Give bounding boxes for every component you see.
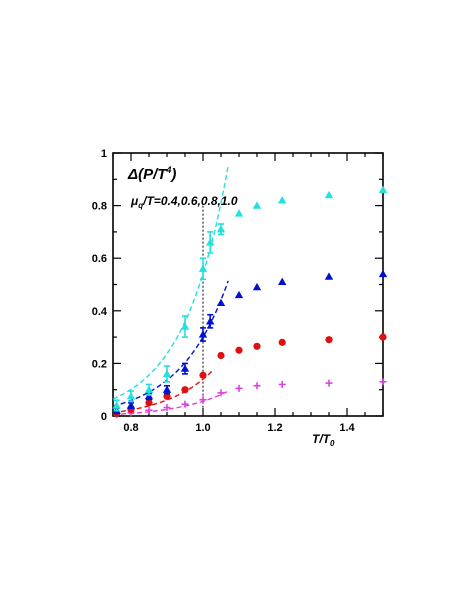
y-tick-label: 0.8 <box>92 201 107 213</box>
data-point-triangle <box>180 322 190 330</box>
x-tick-label: 1.0 <box>195 422 210 434</box>
axis-tick-labels: 0.8 1.0 1.2 1.4 0 0.2 0.4 0.6 0.8 1 <box>92 148 356 434</box>
fit-curve-2 <box>112 280 229 407</box>
y-tick-label: 0.6 <box>92 253 107 265</box>
data-point-circle <box>181 386 189 394</box>
data-point-triangle <box>216 298 226 307</box>
x-tick-label: 1.4 <box>339 422 355 434</box>
data-point-circle <box>199 371 207 379</box>
data-point-triangle <box>234 290 244 299</box>
data-point-triangle <box>278 277 287 286</box>
data-point-triangle <box>162 385 172 393</box>
x-tick-label: 0.8 <box>123 422 138 434</box>
annotation-mu-values: /T=0.4,0.6,0.8,1.0 <box>142 194 238 208</box>
annotation-main-sup: 4 <box>165 165 171 175</box>
data-point-circle <box>217 351 225 360</box>
annotation-mu-symbol: μ <box>130 194 139 208</box>
data-point-circle <box>278 338 286 346</box>
y-tick-label: 0 <box>101 411 107 423</box>
data-point-circle <box>253 342 261 350</box>
data-markers <box>112 185 388 419</box>
data-point-triangle <box>144 385 154 393</box>
data-point-triangle <box>198 330 208 338</box>
data-point-triangle <box>378 269 388 278</box>
x-axis-label: T/T0 <box>312 432 335 448</box>
data-point-circle <box>325 336 333 344</box>
x-axis-label-text: T/T <box>312 432 332 446</box>
y-tick-label: 1 <box>101 148 107 160</box>
x-axis-label-sub: 0 <box>330 439 335 448</box>
data-point-triangle <box>112 401 121 409</box>
data-point-triangle <box>206 317 215 325</box>
annotation-main-tail: ) <box>169 166 176 183</box>
annotation-main: Δ(P/T4) <box>127 165 176 183</box>
data-point-triangle <box>126 392 136 400</box>
x-tick-label: 1.2 <box>267 422 282 434</box>
data-point-triangle <box>324 190 334 199</box>
data-point-triangle <box>324 272 334 280</box>
annotation-mu-sub: q <box>138 201 143 210</box>
data-point-triangle <box>252 201 262 209</box>
plot-frame <box>112 152 384 417</box>
data-point-triangle <box>234 209 244 217</box>
y-tick-label: 0.2 <box>92 358 107 370</box>
data-point-triangle <box>378 185 388 193</box>
annotation-mu: μq/T=0.4,0.6,0.8,1.0 <box>130 194 238 210</box>
data-point-circle <box>163 392 171 400</box>
data-point-triangle <box>278 196 287 204</box>
data-point-circle <box>379 333 387 341</box>
data-point-triangle <box>252 282 262 291</box>
data-point-triangle <box>162 369 172 378</box>
data-point-triangle <box>198 264 208 272</box>
data-point-triangle <box>180 364 190 372</box>
annotation-main-text: Δ(P/T <box>127 166 168 183</box>
data-point-circle <box>145 399 153 407</box>
data-point-circle <box>235 346 243 354</box>
data-point-triangle <box>216 225 226 233</box>
y-tick-label: 0.4 <box>92 306 108 318</box>
data-point-triangle <box>126 401 136 409</box>
data-point-triangle <box>206 238 215 246</box>
axis-ticks <box>112 152 384 417</box>
